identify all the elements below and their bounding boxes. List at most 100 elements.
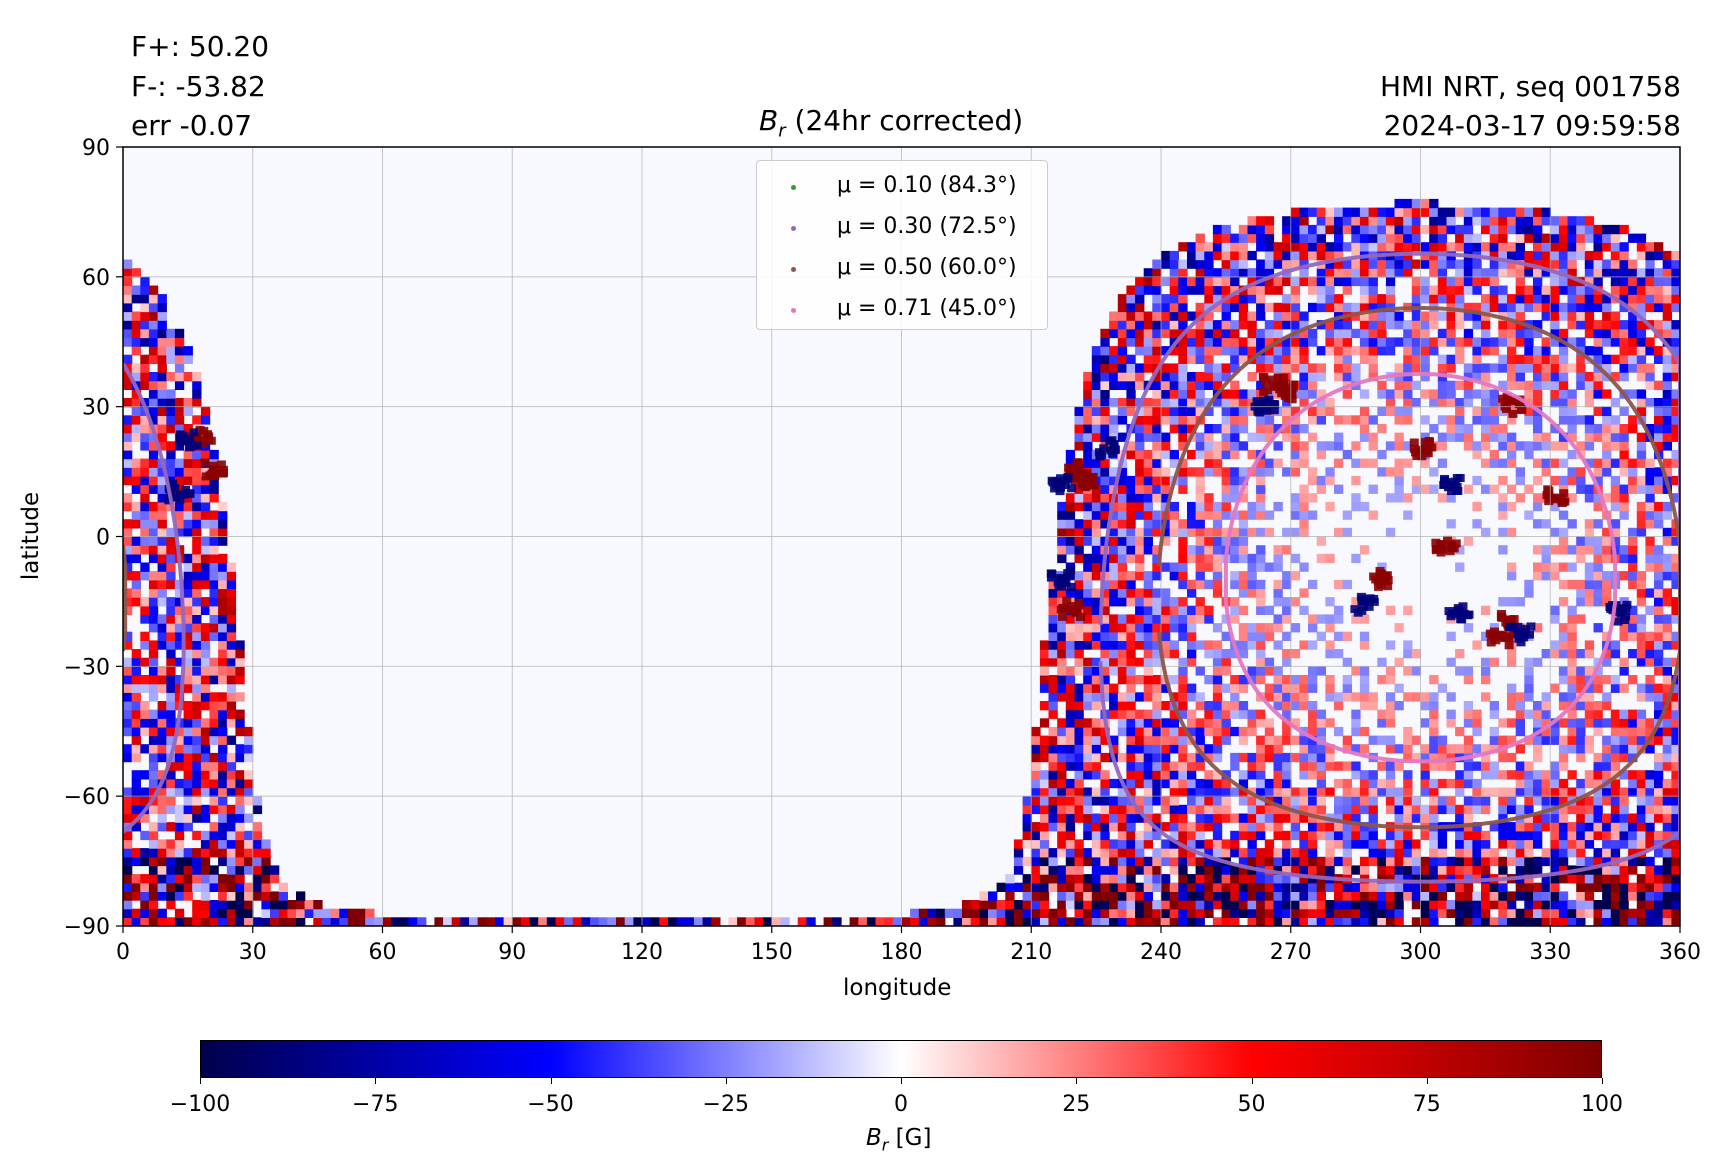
active-region-pixel bbox=[1448, 609, 1457, 617]
legend-entry: μ = 0.50 (60.0°) bbox=[757, 253, 1047, 289]
x-tick-label: 0 bbox=[116, 940, 130, 965]
y-tick-label: 60 bbox=[82, 266, 110, 291]
active-region-pixel bbox=[1255, 408, 1264, 416]
colorbar-tick-label: 75 bbox=[1387, 1092, 1467, 1117]
active-region-pixel bbox=[1410, 438, 1419, 446]
active-region-pixel bbox=[1505, 641, 1514, 649]
colorbar-tick-mark bbox=[551, 1078, 552, 1084]
legend-marker bbox=[791, 308, 796, 313]
colorbar-tick-mark bbox=[1076, 1078, 1077, 1084]
active-region-pixel bbox=[1357, 597, 1366, 605]
active-region-pixel bbox=[1050, 484, 1059, 492]
x-tick-label: 330 bbox=[1529, 940, 1571, 965]
active-region-pixel bbox=[1487, 638, 1496, 646]
x-tick-label: 150 bbox=[751, 940, 793, 965]
active-region-pixel bbox=[1073, 458, 1082, 466]
active-region-pixel bbox=[1517, 406, 1526, 414]
colorbar-label-unit: [G] bbox=[888, 1125, 931, 1151]
colorbar-tick-label: 50 bbox=[1212, 1092, 1292, 1117]
colorbar-tick-mark bbox=[901, 1078, 902, 1084]
legend-label: μ = 0.50 (60.0°) bbox=[837, 255, 1017, 280]
active-region-pixel bbox=[185, 435, 194, 443]
active-region-pixel bbox=[1259, 388, 1268, 396]
legend: μ = 0.10 (84.3°) μ = 0.30 (72.5°) μ = 0.50… bbox=[756, 160, 1048, 330]
y-tick-label: 30 bbox=[82, 396, 110, 421]
active-region-pixel bbox=[1087, 474, 1096, 482]
active-region-pixel bbox=[1526, 622, 1535, 630]
active-region-pixel bbox=[1432, 546, 1441, 554]
colorbar-tick-label: −75 bbox=[335, 1092, 415, 1117]
active-region-pixel bbox=[1289, 384, 1298, 392]
active-region-pixel bbox=[1519, 628, 1528, 636]
active-region-pixel bbox=[1081, 482, 1090, 490]
active-region-pixel bbox=[1465, 611, 1474, 619]
active-region-pixel bbox=[1109, 440, 1118, 448]
active-region-pixel bbox=[1073, 467, 1082, 475]
active-region-pixel bbox=[180, 491, 189, 499]
active-region-pixel bbox=[1058, 613, 1067, 621]
colorbar bbox=[200, 1040, 1602, 1078]
active-region-pixel bbox=[1451, 478, 1460, 486]
legend-marker bbox=[791, 185, 796, 190]
active-region-pixel bbox=[1063, 569, 1072, 577]
colorbar-tick-mark bbox=[1252, 1078, 1253, 1084]
active-region-pixel bbox=[1431, 539, 1440, 547]
colorbar-tick-mark bbox=[726, 1078, 727, 1084]
active-region-pixel bbox=[1279, 374, 1288, 382]
y-tick-label: −90 bbox=[64, 915, 110, 940]
active-region-pixel bbox=[1558, 499, 1567, 507]
colorbar-tick-mark bbox=[1602, 1078, 1603, 1084]
colorbar-tick-label: 25 bbox=[1036, 1092, 1116, 1117]
active-region-pixel bbox=[218, 470, 227, 478]
active-region-pixel bbox=[1047, 574, 1056, 582]
colorbar-tick-label: 100 bbox=[1562, 1092, 1642, 1117]
active-region-pixel bbox=[210, 471, 219, 479]
y-axis-label: latitude bbox=[18, 492, 44, 580]
active-region-pixel bbox=[1288, 395, 1297, 403]
colorbar-tick-mark bbox=[200, 1078, 201, 1084]
x-tick-label: 210 bbox=[1010, 940, 1052, 965]
active-region-pixel bbox=[1095, 448, 1104, 456]
active-region-pixel bbox=[1543, 485, 1552, 493]
y-tick-label: −30 bbox=[64, 655, 110, 680]
colorbar-tick-mark bbox=[375, 1078, 376, 1084]
active-region-pixel bbox=[1456, 615, 1465, 623]
y-tick-label: 0 bbox=[96, 526, 110, 551]
y-tick-label: 90 bbox=[82, 136, 110, 161]
active-region-pixel bbox=[207, 437, 216, 445]
legend-marker bbox=[791, 267, 796, 272]
colorbar-label: Br [G] bbox=[866, 1125, 931, 1155]
x-tick-label: 360 bbox=[1659, 940, 1701, 965]
legend-label: μ = 0.71 (45.0°) bbox=[837, 296, 1017, 321]
x-tick-label: 270 bbox=[1270, 940, 1312, 965]
y-tick-label: −60 bbox=[64, 785, 110, 810]
active-region-pixel bbox=[209, 462, 218, 470]
x-tick-label: 30 bbox=[239, 940, 267, 965]
active-region-pixel bbox=[1440, 475, 1449, 483]
x-tick-label: 90 bbox=[498, 940, 526, 965]
x-tick-label: 120 bbox=[621, 940, 663, 965]
active-region-pixel bbox=[200, 459, 209, 467]
active-region-pixel bbox=[1452, 487, 1461, 495]
legend-label: μ = 0.10 (84.3°) bbox=[837, 173, 1017, 198]
colorbar-label-symbol: B bbox=[866, 1125, 882, 1151]
x-tick-label: 180 bbox=[881, 940, 923, 965]
active-region-pixel bbox=[1506, 623, 1515, 631]
colorbar-tick-label: −100 bbox=[160, 1092, 240, 1117]
colorbar-tick-label: 0 bbox=[861, 1092, 941, 1117]
x-tick-label: 60 bbox=[369, 940, 397, 965]
legend-entry: μ = 0.30 (72.5°) bbox=[757, 212, 1047, 248]
active-region-pixel bbox=[1447, 544, 1456, 552]
active-region-pixel bbox=[1383, 582, 1392, 590]
colorbar-tick-label: −25 bbox=[686, 1092, 766, 1117]
active-region-pixel bbox=[177, 437, 186, 445]
active-region-pixel bbox=[1497, 610, 1506, 618]
legend-entry: μ = 0.10 (84.3°) bbox=[757, 171, 1047, 207]
legend-label: μ = 0.30 (72.5°) bbox=[837, 214, 1017, 239]
x-tick-label: 300 bbox=[1400, 940, 1442, 965]
x-axis-label: longitude bbox=[843, 975, 951, 1001]
active-region-pixel bbox=[1076, 613, 1085, 621]
active-region-pixel bbox=[1517, 638, 1526, 646]
active-region-pixel bbox=[1622, 601, 1631, 609]
active-region-pixel bbox=[1067, 583, 1076, 591]
